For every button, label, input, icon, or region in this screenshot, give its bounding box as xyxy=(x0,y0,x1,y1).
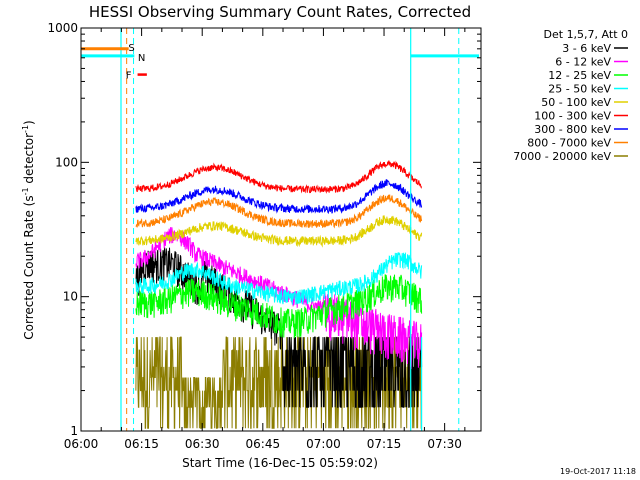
x-tick-label: 06:00 xyxy=(64,437,99,451)
legend-label: 7000 - 20000 keV xyxy=(513,150,611,163)
y-axis-label: Corrected Count Rate (s-1 detector-1) xyxy=(21,120,36,339)
y-tick-label: 100 xyxy=(55,155,78,169)
y-axis-label-main: Corrected Count Rate (s xyxy=(22,195,36,339)
x-tick-label: 06:45 xyxy=(246,437,281,451)
series-line-5 xyxy=(135,215,423,248)
y-axis-label-sup1: -1 xyxy=(21,187,30,195)
legend-label: 50 - 100 keV xyxy=(541,96,611,109)
plot-frame xyxy=(80,27,482,432)
legend-label: 6 - 12 keV xyxy=(555,56,611,69)
legend-label: 25 - 50 keV xyxy=(548,83,611,96)
x-tick-label: 07:00 xyxy=(306,437,341,451)
y-tick-label: 10 xyxy=(63,290,78,304)
legend-label: 300 - 800 keV xyxy=(534,123,611,136)
ticks-layer: 06:00 06:15 06:30 06:45 07:00 07:15 07:30 1 10 10… xyxy=(47,21,481,451)
series-line-3 xyxy=(135,274,423,339)
flare-label: F xyxy=(126,71,132,82)
x-tick-label: 07:15 xyxy=(367,437,402,451)
data-layer xyxy=(135,160,423,429)
footer-date: 19-Oct-2017 11:18 xyxy=(560,467,636,476)
series-line-8 xyxy=(135,194,423,229)
series-line-7 xyxy=(135,179,423,215)
chart-title: HESSI Observing Summary Count Rates, Cor… xyxy=(89,3,471,21)
series-line-6 xyxy=(135,160,423,194)
saa-label: S xyxy=(128,43,134,54)
legend-label: 100 - 300 keV xyxy=(534,110,611,123)
night-label: N xyxy=(138,53,145,64)
legend-label: 800 - 7000 keV xyxy=(527,137,611,150)
legend-label: 3 - 6 keV xyxy=(562,42,611,55)
y-axis-label-sup2: -1 xyxy=(21,125,30,133)
x-tick-label: 06:15 xyxy=(124,437,159,451)
overlay-layer: SNF xyxy=(81,28,479,431)
series-line-4 xyxy=(135,252,423,305)
y-axis-label-mid: detector xyxy=(22,133,36,188)
series-line-2 xyxy=(135,227,423,370)
y-tick-label: 1000 xyxy=(47,21,78,35)
y-axis-label-end: ) xyxy=(22,120,36,125)
x-tick-label: 07:30 xyxy=(427,437,462,451)
y-tick-label: 1 xyxy=(70,424,78,438)
legend-title: Det 1,5,7, Att 0 xyxy=(544,28,628,41)
legend-label: 12 - 25 keV xyxy=(548,69,611,82)
x-axis-label: Start Time (16-Dec-15 05:59:02) xyxy=(182,456,378,470)
x-tick-label: 06:30 xyxy=(185,437,220,451)
